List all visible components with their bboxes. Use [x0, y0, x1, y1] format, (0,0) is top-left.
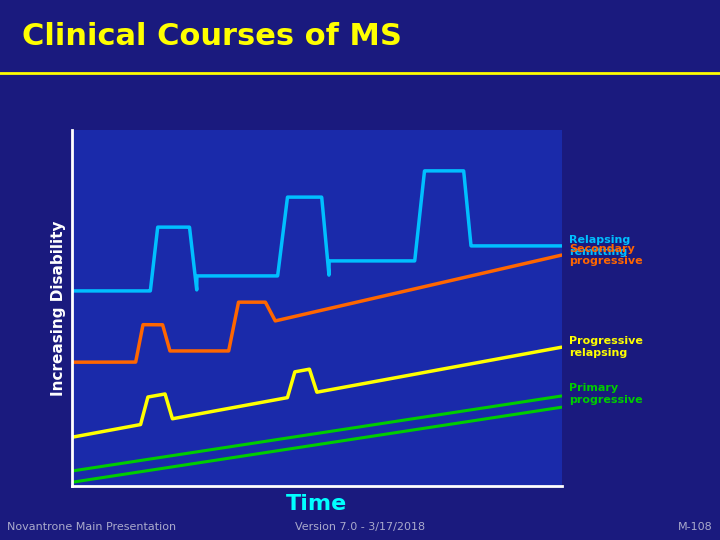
Text: Novantrone Main Presentation: Novantrone Main Presentation	[7, 522, 176, 532]
Text: Clinical Courses of MS: Clinical Courses of MS	[22, 22, 402, 51]
X-axis label: Time: Time	[286, 494, 348, 514]
Text: Secondary
progressive: Secondary progressive	[569, 244, 642, 266]
Text: Version 7.0 - 3/17/2018: Version 7.0 - 3/17/2018	[295, 522, 425, 532]
Text: Primary
progressive: Primary progressive	[569, 383, 642, 405]
Text: Relapsing
remitting: Relapsing remitting	[569, 235, 630, 256]
Y-axis label: Increasing Disability: Increasing Disability	[51, 220, 66, 395]
Text: M-108: M-108	[678, 522, 713, 532]
Text: Progressive
relapsing: Progressive relapsing	[569, 336, 643, 358]
